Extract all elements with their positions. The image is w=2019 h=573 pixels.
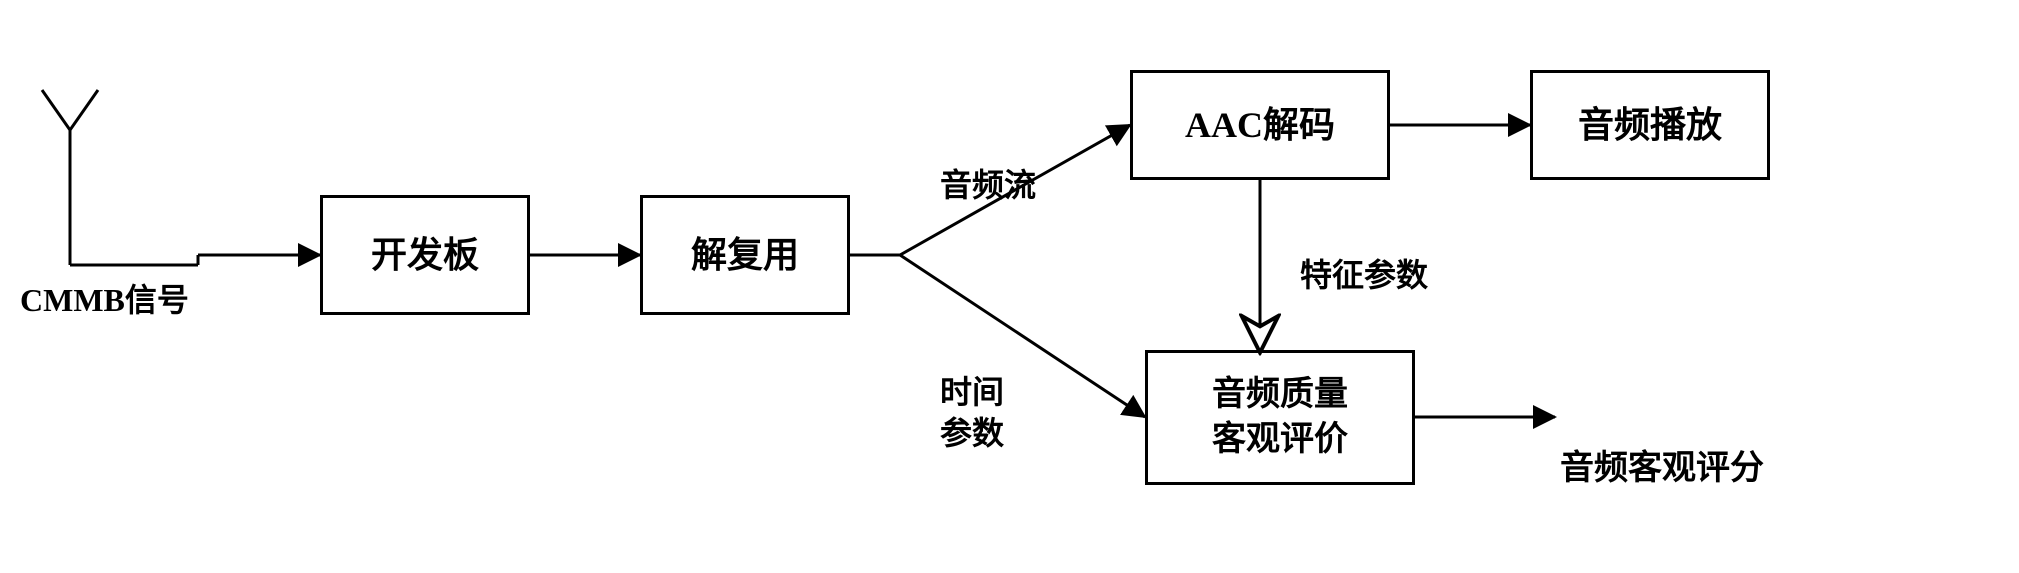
audio-stream-label: 音频流 <box>940 160 1036 206</box>
feature-param-label: 特征参数 <box>1300 250 1428 296</box>
audio-eval-node: 音频质量 客观评价 <box>1145 350 1415 485</box>
audio-eval-label: 音频质量 客观评价 <box>1212 373 1348 461</box>
demux-label: 解复用 <box>691 232 799 279</box>
aac-decode-label: AAC解码 <box>1185 102 1335 149</box>
audio-play-node: 音频播放 <box>1530 70 1770 180</box>
aac-decode-node: AAC解码 <box>1130 70 1390 180</box>
output-score-label: 音频客观评分 <box>1560 440 1764 489</box>
input-signal-label: CMMB信号 <box>20 275 189 321</box>
audio-play-label: 音频播放 <box>1578 102 1722 149</box>
demux-node: 解复用 <box>640 195 850 315</box>
time-param-label: 时间 参数 <box>940 330 1004 455</box>
antenna-icon <box>42 90 98 265</box>
dev-board-node: 开发板 <box>320 195 530 315</box>
dev-board-label: 开发板 <box>371 232 479 279</box>
